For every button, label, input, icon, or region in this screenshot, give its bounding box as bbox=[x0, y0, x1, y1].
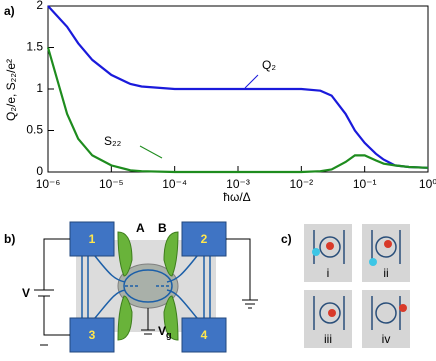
contacts bbox=[69, 221, 227, 353]
orbits bbox=[313, 230, 401, 330]
electron bbox=[369, 258, 377, 266]
y-tick-label: 0 bbox=[36, 164, 43, 178]
gate-label: A bbox=[136, 221, 145, 235]
contact-label: 4 bbox=[201, 328, 208, 342]
y-axis-label: Q₂/e, S₂₂/e² bbox=[4, 59, 18, 121]
x-tick-label: 10⁻² bbox=[289, 177, 313, 191]
bias-label: V bbox=[22, 286, 30, 300]
panel-label: a) bbox=[4, 4, 15, 18]
panel-label: b) bbox=[4, 232, 15, 246]
gate-label: B bbox=[158, 221, 167, 235]
panel-label: c) bbox=[281, 232, 292, 246]
x-tick-label: 10⁻⁴ bbox=[162, 177, 187, 191]
y-tick-label: 2 bbox=[36, 0, 43, 12]
electron bbox=[312, 248, 320, 256]
contact-label: 2 bbox=[201, 232, 208, 246]
edge-channels bbox=[81, 255, 211, 319]
contact-label: 1 bbox=[89, 232, 96, 246]
diagram-c: c) i ii iii iv bbox=[281, 224, 410, 348]
y-tick-label: 0.5 bbox=[26, 123, 43, 137]
case-label: iv bbox=[382, 332, 391, 346]
x-tick-label: 10⁰ bbox=[419, 177, 436, 191]
x-axis-label: ħω/Δ bbox=[223, 190, 250, 204]
gates bbox=[117, 231, 179, 341]
case-label: iii bbox=[324, 332, 332, 346]
case-label: ii bbox=[383, 266, 388, 280]
annotation-leader bbox=[244, 74, 259, 89]
gate-voltage-sub: g bbox=[166, 330, 172, 340]
gate-voltage-label: Vg bbox=[158, 324, 172, 340]
electron bbox=[384, 240, 392, 248]
y-tick-label: 1 bbox=[36, 81, 43, 95]
annotation-leader bbox=[139, 145, 163, 159]
contact-label: 3 bbox=[89, 328, 96, 342]
electron bbox=[399, 304, 407, 312]
case-label: i bbox=[327, 266, 330, 280]
gate-voltage-main: V bbox=[158, 324, 166, 338]
case-panels bbox=[304, 224, 410, 348]
y-tick-label: 1.5 bbox=[26, 40, 43, 54]
x-tick-label: 10⁻⁵ bbox=[99, 177, 124, 191]
series-line bbox=[46, 47, 429, 174]
circuit bbox=[34, 238, 258, 346]
electron bbox=[326, 242, 334, 250]
series-line bbox=[47, 5, 429, 169]
electron bbox=[328, 309, 336, 317]
x-tick-label: 10⁻¹ bbox=[353, 177, 377, 191]
series-label: S₂₂ bbox=[104, 134, 122, 148]
x-tick-label: 10⁻³ bbox=[226, 177, 250, 191]
diagram-b: b) 1 2 3 4 A B bbox=[4, 221, 258, 353]
x-tick-label: 10⁻⁶ bbox=[36, 177, 61, 191]
series-label: Q₂ bbox=[262, 58, 276, 72]
